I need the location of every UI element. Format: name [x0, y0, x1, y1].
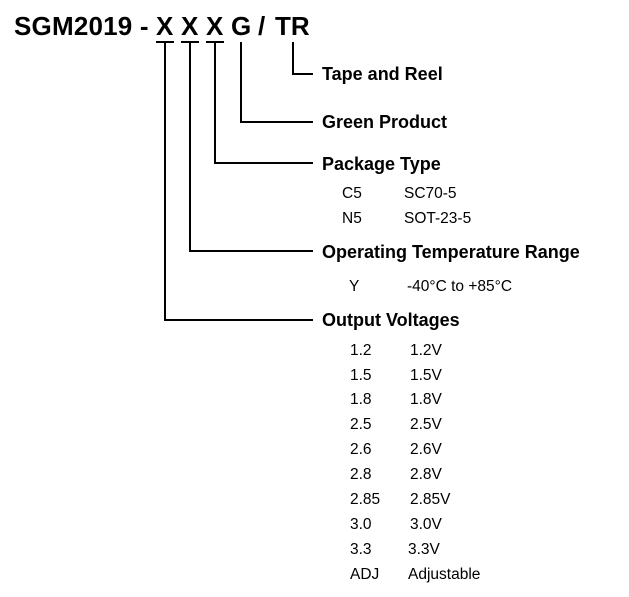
connector-package-h	[214, 162, 313, 164]
option-code: Y	[349, 278, 360, 295]
connector-voltage-v	[164, 42, 166, 321]
option-code: 3.0	[350, 516, 372, 533]
field-output-voltage: X	[156, 11, 174, 41]
option-desc: 1.5V	[410, 367, 442, 384]
option-code: ADJ	[350, 566, 380, 583]
option-desc: 2.8V	[410, 466, 442, 483]
option-code: 1.2	[350, 342, 372, 359]
option-desc: 3.3V	[408, 541, 440, 558]
connector-tape-reel-h	[292, 73, 313, 75]
option-desc: 1.8V	[410, 391, 442, 408]
heading-output-voltages: Output Voltages	[322, 310, 460, 330]
connector-temperature-h	[189, 250, 313, 252]
option-code: 3.3	[350, 541, 372, 558]
option-desc: 2.5V	[410, 416, 442, 433]
connector-green-v	[240, 42, 242, 123]
heading-tape-and-reel: Tape and Reel	[322, 64, 443, 84]
field-tape-reel: TR	[275, 11, 310, 41]
option-code: 2.85	[350, 491, 381, 508]
option-desc: SOT-23-5	[404, 210, 472, 227]
field-green: G	[231, 11, 252, 41]
connector-voltage-h	[164, 319, 313, 321]
option-desc: 2.6V	[410, 441, 442, 458]
option-code: N5	[342, 210, 362, 227]
option-code: 1.8	[350, 391, 372, 408]
option-code: C5	[342, 185, 362, 202]
heading-green-product: Green Product	[322, 112, 448, 132]
option-desc: Adjustable	[408, 566, 481, 583]
field-temperature: X	[181, 11, 199, 41]
option-desc: 2.85V	[410, 491, 451, 508]
connector-green-h	[240, 121, 313, 123]
option-code: 2.8	[350, 466, 372, 483]
connector-tape-reel-v	[292, 42, 294, 75]
connector-package-v	[214, 42, 216, 164]
option-code: 1.5	[350, 367, 372, 384]
option-code: 2.5	[350, 416, 372, 433]
option-code: 2.6	[350, 441, 372, 458]
part-number-prefix: SGM2019 -	[14, 11, 149, 41]
option-desc: -40°C to +85°C	[407, 278, 513, 295]
option-desc: SC70-5	[404, 185, 457, 202]
connector-temperature-v	[189, 42, 191, 252]
heading-package-type: Package Type	[322, 154, 441, 174]
option-desc: 3.0V	[410, 516, 442, 533]
field-package: X	[206, 11, 224, 41]
field-slash: /	[258, 11, 266, 41]
heading-temperature-range: Operating Temperature Range	[322, 242, 580, 262]
option-desc: 1.2V	[410, 342, 442, 359]
